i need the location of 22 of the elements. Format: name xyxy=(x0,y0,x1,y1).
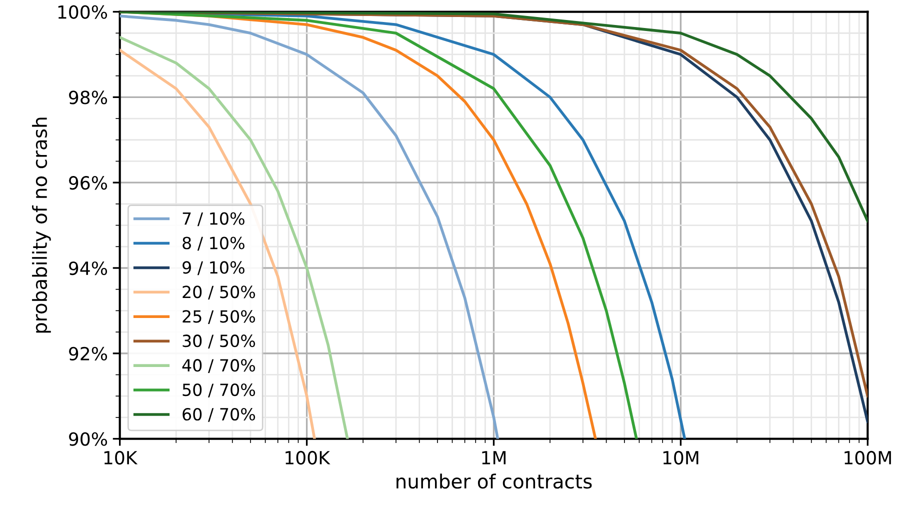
x-axis-title: number of contracts xyxy=(396,474,592,489)
legend-label: 7 / 10% xyxy=(182,212,244,226)
legend-label: 60 / 70% xyxy=(182,408,256,422)
x-tick-label: 10M xyxy=(663,450,698,465)
y-tick-label: 90% xyxy=(69,432,108,446)
y-tick-label: 96% xyxy=(69,176,108,190)
x-tick-label: 100K xyxy=(286,450,330,465)
legend-label: 20 / 50% xyxy=(182,286,256,300)
legend-label: 9 / 10% xyxy=(182,261,244,276)
y-tick-label: 94% xyxy=(69,261,108,276)
x-tick-label: 1M xyxy=(482,451,506,464)
y-tick-label: 98% xyxy=(69,90,108,104)
legend-label: 40 / 70% xyxy=(182,359,256,373)
x-tick-label: 100M xyxy=(844,450,891,465)
legend-label: 8 / 10% xyxy=(182,236,244,251)
y-axis-title: probability of no crash xyxy=(32,118,51,333)
y-tick-label: 100% xyxy=(58,5,108,19)
legend-label: 25 / 50% xyxy=(182,310,256,324)
legend-label: 30 / 50% xyxy=(182,334,256,348)
x-tick-label: 10K xyxy=(104,450,138,465)
legend-label: 50 / 70% xyxy=(182,383,256,398)
y-tick-label: 92% xyxy=(69,346,108,360)
